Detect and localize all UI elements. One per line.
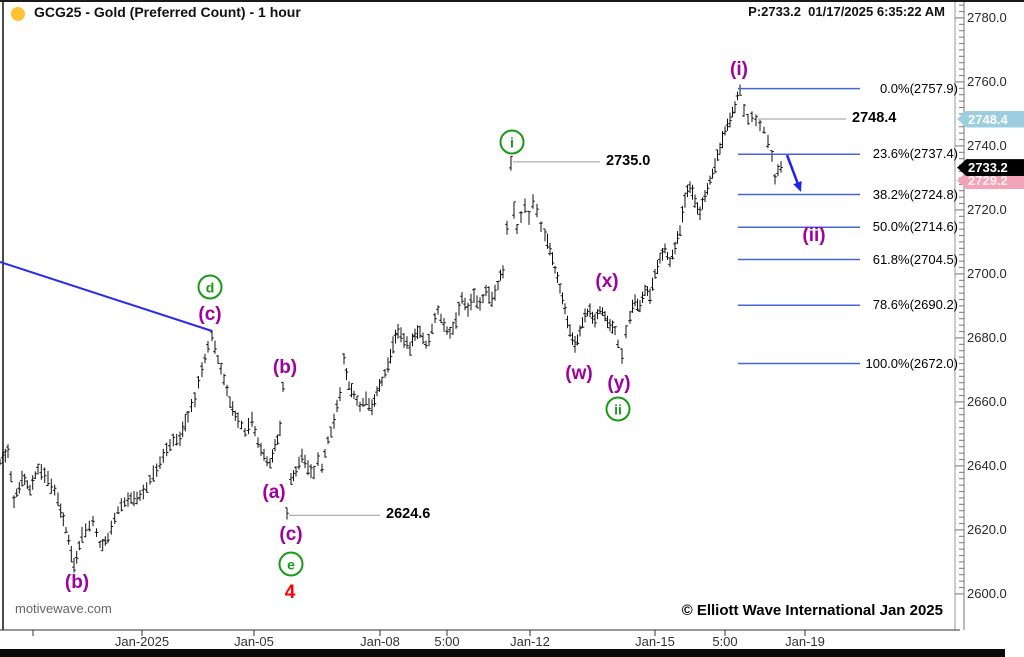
time-axis-label: Jan-19 [785,634,825,649]
wave-label-4[interactable]: 4 [284,582,296,603]
projection-arrow[interactable] [785,154,799,184]
wave-label-circle-i[interactable]: i [499,129,525,155]
price-tag-2733.2: 2733.2 [957,159,1024,177]
price-axis-label: 2660.0 [967,393,1007,409]
price-axis-label: 2640.0 [967,457,1007,473]
chart-title: GCG25 - Gold (Preferred Count) - 1 hour [34,4,301,20]
window-top-border [0,0,1024,2]
price-callout-label[interactable]: 2748.4 [852,110,897,127]
price-axis-label: 2680.0 [967,329,1007,345]
instrument-status-dot-icon [11,7,25,21]
wave-label-w[interactable]: (w) [565,363,593,384]
time-axis-label: Jan-05 [234,634,274,649]
wave-label-b[interactable]: (b) [272,357,298,378]
price-axis-label: 2760.0 [967,73,1007,89]
price-axis-label: 2740.0 [967,137,1007,153]
price-axis-label: 2620.0 [967,521,1007,537]
wave-label-a[interactable]: (a) [262,482,286,503]
trend-line[interactable] [0,261,213,332]
wave-label-c[interactable]: (c) [279,524,303,545]
fib-level-label[interactable]: 50.0%(2714.6) [872,219,958,235]
copyright-notice: © Elliott Wave International Jan 2025 [681,602,943,619]
fib-level-label[interactable]: 0.0%(2757.9) [879,80,958,96]
fib-level-label[interactable]: 100.0%(2672.0) [865,355,958,371]
price-callout-label[interactable]: 2624.6 [386,506,431,523]
time-axis-label: 5:00 [712,634,738,649]
price-axis-label: 2780.0 [967,9,1007,25]
time-axis-label: Jan-15 [635,634,675,649]
price-axis-label: 2720.0 [967,201,1007,217]
fib-level-label[interactable]: 61.8%(2704.5) [872,251,958,267]
motivewave-watermark: motivewave.com [15,601,112,616]
price-tag-2748.4: 2748.4 [957,110,1024,128]
bottom-black-bar [0,649,1005,657]
wave-label-circle-ii[interactable]: ii [605,396,631,422]
wave-label-x[interactable]: (x) [595,271,619,292]
wave-label-y[interactable]: (y) [607,373,631,394]
fib-level-label[interactable]: 78.6%(2690.2) [872,297,958,313]
cursor-price-time-readout: P:2733.2 01/17/2025 6:35:22 AM [748,4,945,19]
time-axis-label: Jan-08 [360,634,400,649]
projection-arrow-head[interactable] [793,181,802,192]
time-axis-label: Jan-2025 [114,634,170,649]
price-axis-label: 2600.0 [967,585,1007,601]
time-axis-label: 5:00 [434,634,460,649]
wave-label-circle-d[interactable]: d [197,274,223,300]
wave-label-i[interactable]: (i) [730,59,748,80]
ohlc-price-bars[interactable] [0,84,783,573]
fib-level-label[interactable]: 23.6%(2737.4) [872,146,958,162]
price-tag-2729.2: 2729.2 [957,171,1024,189]
price-axis-label: 2700.0 [967,265,1007,281]
wave-label-c[interactable]: (c) [198,304,222,325]
wave-label-b[interactable]: (b) [64,572,90,593]
wave-label-ii[interactable]: (ii) [802,225,826,246]
fib-level-label[interactable]: 38.2%(2724.8) [872,186,958,202]
wave-label-circle-e[interactable]: e [278,551,304,577]
time-axis-label: Jan-12 [510,634,550,649]
price-callout-label[interactable]: 2735.0 [606,152,651,169]
